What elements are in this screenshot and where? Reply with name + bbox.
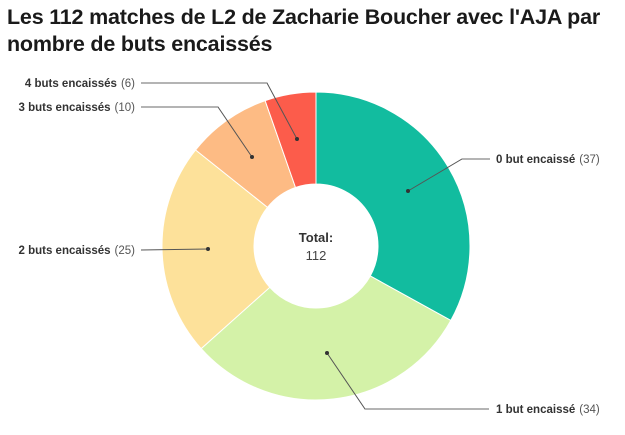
- slice-label-value: (10): [115, 102, 136, 114]
- slice-label: 3 buts encaissés (10): [18, 102, 135, 114]
- leader-dot: [250, 155, 254, 159]
- slice-label: 2 buts encaissés (25): [18, 245, 135, 257]
- leader-dot: [325, 351, 329, 355]
- leader-dot: [295, 137, 299, 141]
- leader-line: [140, 248, 209, 251]
- slice-label-name: 4 buts encaissés: [25, 78, 117, 90]
- leader-dot: [206, 247, 210, 251]
- slice-labels: 0 but encaissé (37) 1 but encaissé (34) 2 bu…: [18, 78, 599, 416]
- slice-label-name: 2 buts encaissés: [18, 245, 110, 257]
- center-total-value: 112: [306, 248, 327, 263]
- slice-label: 0 but encaissé (37): [496, 154, 600, 166]
- slice-label-name: 0 but encaissé: [496, 154, 575, 166]
- donut-slice[interactable]: [200, 275, 452, 401]
- donut-slice[interactable]: [161, 149, 271, 350]
- slice-label: 1 but encaissé (34): [496, 404, 600, 416]
- slice-label-name: 1 but encaissé: [496, 404, 575, 416]
- leader-lines: [140, 82, 490, 410]
- leader-dot: [406, 189, 410, 193]
- slice-label-value: (37): [579, 154, 600, 166]
- slice-label: 4 buts encaissés (6): [25, 78, 135, 90]
- slice-label-value: (6): [121, 78, 135, 90]
- chart-title: Les 112 matches de L2 de Zacharie Bouche…: [7, 5, 601, 56]
- center-total: Total: 112: [299, 230, 333, 263]
- slice-label-value: (25): [115, 245, 136, 257]
- slice-label-name: 3 buts encaissés: [18, 102, 110, 114]
- donut-slices: [161, 91, 471, 401]
- center-total-label: Total:: [299, 230, 333, 245]
- donut-slice[interactable]: [315, 91, 471, 322]
- donut-slice[interactable]: [264, 91, 317, 189]
- slice-label-value: (34): [579, 404, 600, 416]
